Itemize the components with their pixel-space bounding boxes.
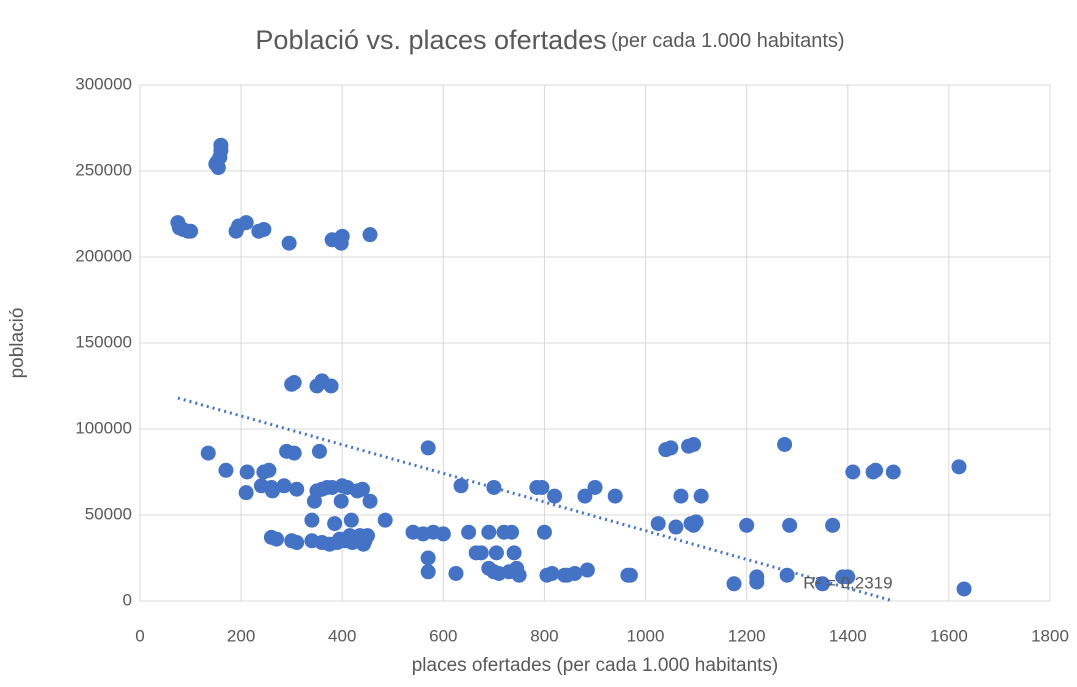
point — [377, 512, 393, 528]
point — [238, 215, 254, 231]
point — [579, 562, 595, 578]
point — [668, 519, 684, 535]
x-tick-label: 200 — [227, 626, 255, 645]
x-axis-label: places ofertades (per cada 1.000 habitan… — [412, 655, 779, 676]
point — [868, 462, 884, 478]
point — [256, 221, 272, 237]
trendline-label: R² = 0,2319 — [803, 573, 892, 592]
x-tick-label: 1200 — [728, 626, 766, 645]
point — [544, 565, 560, 581]
point — [650, 516, 666, 532]
title: Població vs. places ofertades — [255, 25, 606, 55]
point — [511, 567, 527, 583]
y-tick-label: 200000 — [75, 246, 132, 265]
point — [506, 545, 522, 561]
x-tick-label: 1400 — [829, 626, 867, 645]
chart-title: Població vs. places ofertades (per cada … — [255, 25, 844, 55]
point — [327, 516, 343, 532]
point — [200, 445, 216, 461]
x-tick-label: 600 — [429, 626, 457, 645]
y-tick-label: 100000 — [75, 418, 132, 437]
point — [845, 464, 861, 480]
subtitle: (per cada 1.000 habitants) — [611, 30, 845, 52]
y-tick-label: 50000 — [85, 504, 132, 523]
point — [208, 156, 224, 172]
x-tick-label: 800 — [530, 626, 558, 645]
point — [536, 524, 552, 540]
point — [311, 443, 327, 459]
point — [286, 445, 302, 461]
point — [289, 481, 305, 497]
point — [782, 517, 798, 533]
point — [218, 462, 234, 478]
point — [956, 581, 972, 597]
point — [749, 569, 765, 585]
point — [276, 478, 292, 494]
x-tick-label: 1800 — [1031, 626, 1069, 645]
point — [885, 464, 901, 480]
point — [420, 440, 436, 456]
point — [779, 567, 795, 583]
point — [304, 512, 320, 528]
point — [354, 481, 370, 497]
point — [289, 535, 305, 551]
point — [213, 137, 229, 153]
x-tick-label: 1600 — [930, 626, 968, 645]
y-tick-label: 0 — [123, 590, 132, 609]
point — [269, 531, 284, 547]
point — [777, 436, 793, 452]
point — [663, 440, 679, 456]
point — [622, 567, 638, 583]
point — [488, 545, 504, 561]
point — [343, 512, 359, 528]
point — [840, 569, 856, 585]
point — [362, 227, 378, 243]
point — [587, 479, 603, 495]
y-tick-label: 250000 — [75, 160, 132, 179]
point — [481, 524, 497, 540]
point — [435, 526, 451, 542]
point — [504, 524, 520, 540]
point — [673, 488, 689, 504]
point — [238, 485, 254, 501]
point — [693, 488, 709, 504]
x-tick-label: 1000 — [627, 626, 665, 645]
point — [420, 550, 436, 566]
point — [281, 235, 297, 251]
point — [448, 565, 464, 581]
point — [239, 464, 255, 480]
point — [461, 524, 477, 540]
y-axis-label: població — [7, 308, 28, 379]
point — [261, 462, 277, 478]
point — [264, 483, 280, 499]
point — [607, 488, 623, 504]
point — [362, 493, 378, 509]
point — [577, 488, 593, 504]
point — [333, 493, 349, 509]
point — [739, 517, 755, 533]
point — [688, 514, 704, 530]
y-tick-label: 300000 — [75, 74, 132, 93]
point — [286, 375, 302, 391]
point — [323, 378, 339, 394]
point — [726, 576, 742, 592]
point — [825, 517, 841, 533]
point — [360, 528, 375, 544]
point — [420, 564, 436, 580]
point — [334, 228, 350, 244]
point — [473, 545, 489, 561]
point — [183, 223, 199, 239]
point — [486, 479, 502, 495]
x-tick-label: 400 — [328, 626, 356, 645]
point — [534, 479, 550, 495]
y-tick-label: 150000 — [75, 332, 132, 351]
point — [567, 565, 583, 581]
point — [547, 488, 563, 504]
point — [951, 459, 967, 475]
x-tick-label: 0 — [135, 626, 144, 645]
trendline — [177, 396, 894, 603]
point — [453, 478, 469, 494]
point — [686, 436, 702, 452]
